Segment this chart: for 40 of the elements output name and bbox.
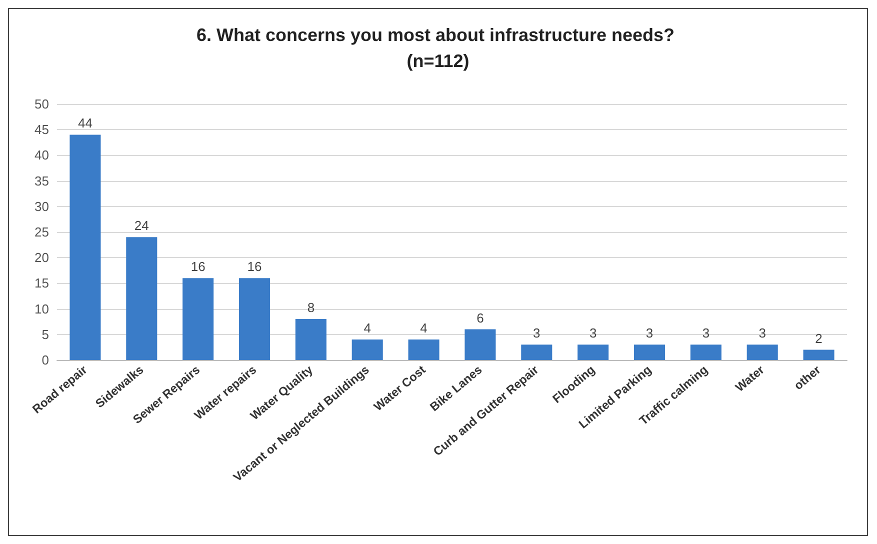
- y-tick-label: 10: [34, 301, 49, 316]
- y-tick-label: 15: [34, 276, 49, 291]
- y-tick-label: 20: [34, 250, 49, 266]
- bar: [803, 350, 834, 360]
- data-label: 16: [190, 259, 206, 274]
- chart-title: 6. What concerns you most about infrastructure needs? (n=112): [196, 25, 680, 71]
- data-label: 4: [364, 320, 371, 336]
- data-label: 24: [134, 218, 149, 234]
- bar: [295, 319, 326, 360]
- data-label: 3: [533, 326, 540, 341]
- bar: [238, 278, 270, 360]
- y-tick-label: 30: [34, 198, 49, 214]
- data-label: 3: [758, 326, 766, 341]
- y-tick-label: 40: [34, 148, 49, 163]
- bar: [464, 329, 496, 360]
- bar: [578, 344, 609, 360]
- data-label: 3: [646, 326, 654, 341]
- bar: [521, 344, 552, 360]
- y-tick-label: 0: [42, 352, 49, 368]
- y-tick-label: 5: [42, 326, 49, 342]
- data-label: 2: [815, 330, 822, 346]
- data-label: 8: [307, 300, 315, 316]
- data-label: 44: [78, 116, 92, 131]
- y-tick-label: 50: [34, 96, 49, 112]
- data-label: 6: [476, 310, 484, 326]
- y-tick-label: 45: [34, 122, 49, 138]
- data-label: 3: [702, 326, 710, 341]
- y-tick-label: 25: [34, 224, 49, 240]
- bar: [746, 344, 778, 360]
- bar: [352, 340, 383, 360]
- data-label: 4: [420, 320, 428, 336]
- bar: [126, 237, 158, 360]
- bar: [182, 278, 214, 360]
- data-label: 3: [589, 326, 597, 341]
- bar: [634, 344, 666, 360]
- data-label: 16: [247, 259, 262, 274]
- bar: [408, 340, 440, 360]
- bar: [70, 134, 101, 360]
- bar: [690, 344, 722, 360]
- y-tick-label: 35: [34, 173, 49, 188]
